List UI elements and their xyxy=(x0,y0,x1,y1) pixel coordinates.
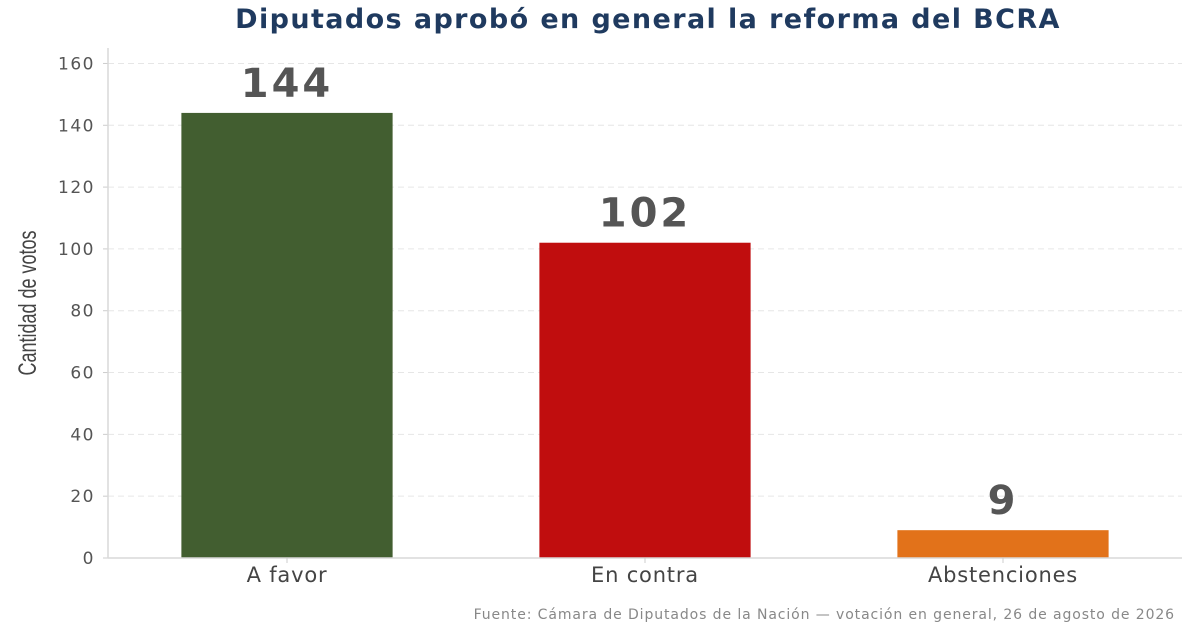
y-tick-label: 100 xyxy=(58,240,95,260)
bars xyxy=(181,112,1109,558)
bar-value-label: 144 xyxy=(241,61,334,107)
bar xyxy=(181,112,393,558)
grid-lines xyxy=(108,62,1182,497)
y-tick-label: 0 xyxy=(83,549,95,569)
x-tick-label: Abstenciones xyxy=(928,563,1078,587)
x-tick-label: A favor xyxy=(247,563,328,587)
bar-value-label: 9 xyxy=(988,478,1019,524)
y-tick-label: 60 xyxy=(70,364,95,384)
axes: 0 20 40 60 80 100 120 140 160 A favor En contra Abs… xyxy=(58,48,1182,587)
y-axis-label: Cantidad de votos xyxy=(13,230,42,375)
y-tick-label: 20 xyxy=(70,487,95,507)
bar-value-label: 102 xyxy=(599,191,692,237)
chart-title: Diputados aprobó en general la reforma d… xyxy=(235,4,1061,35)
x-tick-label: En contra xyxy=(591,563,699,587)
y-tick-label: 160 xyxy=(58,54,95,74)
bar xyxy=(897,530,1109,558)
y-tick-label: 140 xyxy=(58,116,95,136)
y-tick-label: 120 xyxy=(58,178,95,198)
y-tick-label: 40 xyxy=(70,425,95,445)
data-labels: 144 102 9 xyxy=(241,61,1019,524)
bar xyxy=(539,242,751,558)
source-note: Fuente: Cámara de Diputados de la Nación… xyxy=(474,607,1175,623)
y-tick-label: 80 xyxy=(70,302,95,322)
